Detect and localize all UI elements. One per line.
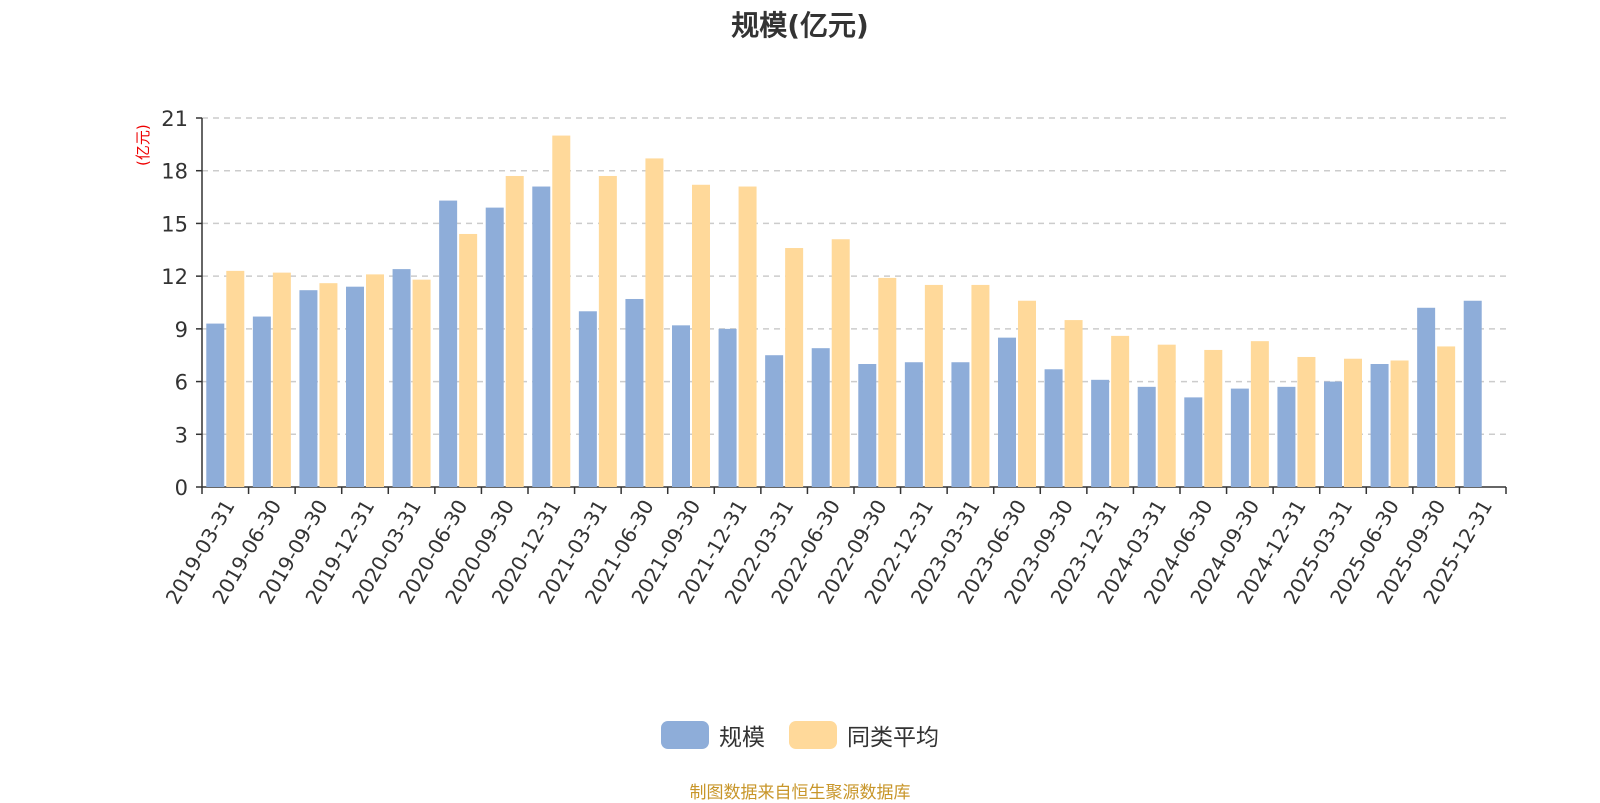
bar-peer-average (366, 274, 384, 487)
y-tick-label: 18 (161, 160, 188, 184)
bar-peer-average (1157, 344, 1176, 487)
bar-scale (811, 348, 830, 487)
y-tick-label: 21 (161, 107, 188, 131)
bar-peer-average (1111, 335, 1130, 487)
bar-peer-average (272, 272, 291, 487)
bar-peer-average (319, 283, 338, 487)
bar-peer-average (505, 175, 524, 487)
bar-scale (904, 362, 923, 487)
legend-label-peer-average: 同类平均 (847, 725, 939, 751)
legend-item-peer-average[interactable]: 同类平均 (789, 718, 939, 752)
bar-scale (951, 362, 970, 487)
y-tick-label: 15 (161, 212, 188, 236)
bar-scale (625, 298, 644, 487)
bar-peer-average (738, 186, 757, 487)
bar-peer-average (831, 239, 850, 487)
bar-scale (346, 286, 364, 487)
bar-scale (1324, 381, 1342, 487)
bar-scale (1277, 386, 1296, 487)
bar-peer-average (645, 158, 664, 487)
bar-scale (1044, 369, 1063, 487)
bar-peer-average (1297, 356, 1316, 487)
bar-peer-average (1204, 349, 1223, 487)
bar-scale (206, 323, 225, 487)
bar-scale (858, 364, 877, 487)
bar-scale (1091, 379, 1110, 487)
bar-scale (485, 207, 504, 487)
bar-scale (672, 325, 690, 487)
bar-peer-average (459, 233, 478, 487)
bar-scale (299, 290, 318, 487)
chart-legend: 规模 同类平均 (0, 718, 1600, 752)
y-tick-label: 0 (175, 476, 188, 500)
bar-scale (392, 269, 411, 487)
chart-title: 规模(亿元) (731, 9, 869, 42)
bar-scale (532, 186, 551, 487)
bar-scale (578, 311, 597, 487)
y-tick-label: 9 (175, 318, 188, 342)
bar-scale (1370, 364, 1389, 487)
bar-peer-average (971, 284, 990, 487)
bar-scale (1230, 388, 1249, 487)
y-tick-label: 6 (175, 371, 188, 395)
y-axis-unit-label: (亿元) (134, 124, 152, 166)
bar-scale (765, 355, 784, 487)
legend-swatch-scale (661, 721, 709, 749)
bar-peer-average (878, 277, 897, 487)
data-source-footer: 制图数据来自恒生聚源数据库 (689, 783, 911, 803)
bar-peer-average (692, 184, 710, 487)
y-tick-label: 3 (175, 423, 188, 447)
bar-scale (1184, 397, 1203, 487)
bar-peer-average (785, 248, 804, 487)
bar-scale (998, 337, 1016, 487)
bar-peer-average (552, 135, 571, 488)
legend-swatch-peer-average (789, 721, 837, 749)
bar-peer-average (1064, 320, 1083, 487)
bar-peer-average (1250, 341, 1269, 487)
bar-peer-average (598, 175, 617, 487)
bar-scale (1417, 307, 1436, 487)
bar-scale (252, 316, 271, 487)
bar-peer-average (226, 270, 245, 487)
bar-peer-average (1344, 358, 1362, 487)
bar-scale (1463, 300, 1482, 487)
bar-peer-average (1437, 346, 1456, 487)
bar-scale (439, 200, 458, 488)
bar-peer-average (924, 284, 943, 487)
bar-peer-average (1018, 300, 1036, 487)
y-tick-label: 12 (161, 265, 188, 289)
legend-label-scale: 规模 (719, 725, 765, 751)
bar-scale (1137, 386, 1156, 487)
bar-peer-average (412, 279, 431, 487)
bar-peer-average (1390, 360, 1409, 487)
legend-item-scale[interactable]: 规模 (661, 718, 765, 752)
bar-scale (718, 328, 737, 487)
